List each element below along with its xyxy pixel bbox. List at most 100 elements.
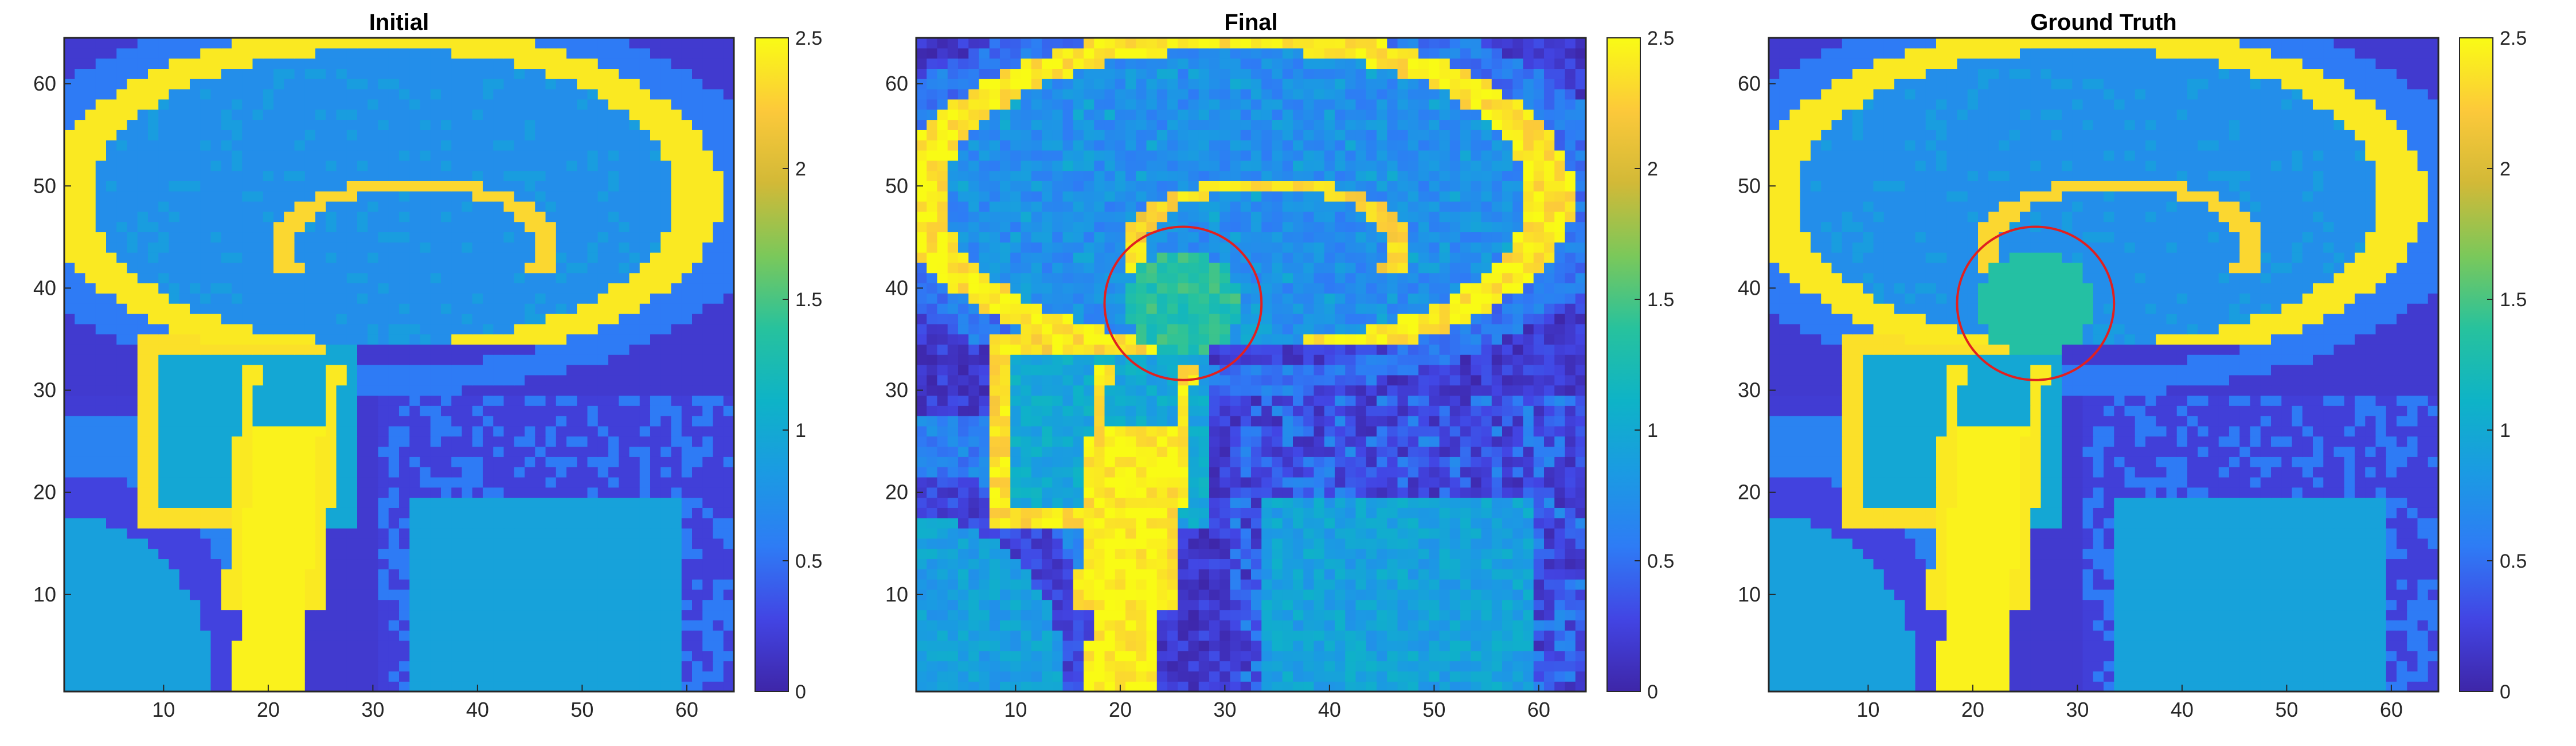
heat-cell <box>587 507 599 518</box>
heat-cell <box>179 446 190 457</box>
heat-cell <box>692 48 703 59</box>
heat-cell <box>1240 661 1252 671</box>
heat-cell <box>597 160 609 171</box>
heat-cell <box>64 395 75 406</box>
heat-cell <box>158 344 170 355</box>
heat-cell <box>577 68 588 79</box>
heat-cell <box>190 446 201 457</box>
heat-cell <box>577 38 588 49</box>
heat-cell <box>525 620 535 631</box>
heat-cell <box>660 487 672 498</box>
heat-cell <box>1439 558 1451 569</box>
heat-cell <box>294 374 306 386</box>
heat-cell <box>671 354 682 365</box>
heat-cell <box>462 232 473 243</box>
heat-cell <box>1345 671 1357 682</box>
heat-cell <box>190 221 201 233</box>
heat-cell <box>1481 661 1492 671</box>
heat-cell <box>916 599 927 611</box>
heat-cell <box>702 589 714 600</box>
heat-cell <box>545 579 557 590</box>
heat-cell <box>979 620 990 631</box>
heat-cell <box>535 272 546 284</box>
heat-cell <box>1272 671 1283 682</box>
heat-cell <box>357 262 368 274</box>
heat-cell <box>577 538 588 549</box>
heat-cell <box>64 497 75 508</box>
heat-cell <box>127 385 138 396</box>
heat-cell <box>221 374 232 386</box>
heat-cell <box>85 303 96 314</box>
heat-cell <box>1073 589 1084 600</box>
heat-cell <box>399 518 410 529</box>
heat-cell <box>545 671 557 682</box>
heat-cell <box>378 313 389 325</box>
heat-cell <box>514 272 525 284</box>
heat-cell <box>671 48 682 59</box>
heat-cell <box>514 130 525 140</box>
heat-cell <box>273 323 284 335</box>
heat-cell <box>127 68 138 79</box>
heat-cell <box>462 242 473 253</box>
heat-cell <box>702 671 714 682</box>
heat-cell <box>639 681 651 692</box>
heat-cell <box>514 558 525 569</box>
heat-cell <box>493 211 505 222</box>
heat-cell <box>525 201 535 212</box>
heat-cell <box>336 48 347 59</box>
heat-cell <box>200 467 212 478</box>
heat-cell <box>304 262 316 274</box>
heat-cell <box>692 548 703 560</box>
heat-cell <box>273 425 284 437</box>
heat-cell <box>221 140 232 151</box>
heat-cell <box>597 68 609 79</box>
heat-cell <box>1188 569 1199 580</box>
heat-cell <box>608 160 619 171</box>
heat-cell <box>535 497 546 508</box>
heat-cell <box>556 548 567 560</box>
heat-cell <box>420 487 431 498</box>
heat-cell <box>650 416 661 427</box>
heat-cell <box>1533 569 1545 580</box>
heat-cell <box>1156 610 1168 620</box>
heat-cell <box>409 354 421 365</box>
heat-cell <box>221 232 232 243</box>
heat-cell <box>1240 681 1252 692</box>
heat-cell <box>95 242 107 253</box>
heat-cell <box>1418 569 1429 580</box>
heat-cell <box>1512 579 1524 590</box>
heat-cell <box>681 528 693 539</box>
heat-cell <box>263 650 274 662</box>
heat-cell <box>1366 569 1377 580</box>
heat-cell <box>95 344 107 355</box>
heat-cell <box>1178 650 1189 662</box>
heat-cell <box>713 374 724 386</box>
heat-cell <box>483 130 494 140</box>
heat-cell <box>1198 589 1210 600</box>
heat-cell <box>713 252 724 263</box>
heat-cell <box>587 211 599 222</box>
heat-cell <box>723 89 734 100</box>
heat-cell <box>1125 650 1136 662</box>
heat-cell <box>1523 610 1534 620</box>
heat-cell <box>493 507 505 518</box>
heat-cell <box>681 467 693 478</box>
heat-cell <box>958 548 969 560</box>
heat-cell <box>1314 671 1325 682</box>
heat-cell <box>503 262 515 274</box>
heat-cell <box>75 181 86 192</box>
heat-cell <box>587 620 599 631</box>
heat-cell <box>525 405 535 416</box>
heat-cell <box>660 599 672 611</box>
heat-cell <box>566 323 577 335</box>
heat-cell <box>660 476 672 488</box>
heat-cell <box>252 548 264 560</box>
heat-cell <box>713 109 724 120</box>
heat-cell <box>916 610 927 620</box>
heat-cell <box>1219 579 1231 590</box>
heat-cell <box>462 681 473 692</box>
heat-cell <box>399 467 410 478</box>
heat-cell <box>514 191 525 202</box>
heat-cell <box>169 395 180 406</box>
heat-cell <box>545 170 557 181</box>
